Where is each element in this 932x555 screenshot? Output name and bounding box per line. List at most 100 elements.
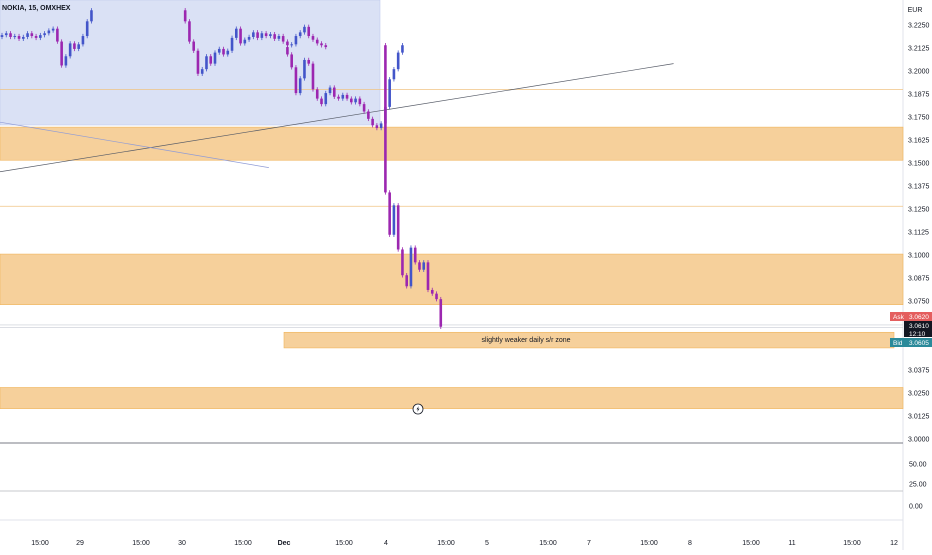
price-tick-label: 3.2000 [908, 69, 930, 76]
candle-body [426, 262, 430, 290]
time-tick-label: 15:00 [31, 540, 49, 547]
candle-body [226, 50, 230, 55]
trendline [0, 121, 269, 168]
candle-body [13, 36, 17, 38]
lightning-icon[interactable] [412, 403, 424, 415]
candle-body [60, 41, 63, 66]
time-tick-label: 15:00 [640, 540, 658, 547]
candle-body [273, 34, 276, 39]
time-tick-label: 12 [890, 540, 898, 547]
candle-body [388, 79, 391, 107]
trendline [0, 63, 674, 173]
candle-body [354, 98, 357, 103]
candle-body [401, 249, 404, 276]
candle-body [247, 36, 251, 40]
ask-value: 3.0620 [909, 314, 929, 321]
candle-body [30, 33, 34, 37]
time-tick-label: 15:00 [742, 540, 760, 547]
time-tick-label: 15:00 [132, 540, 150, 547]
candle-body [405, 275, 408, 287]
candle-body [81, 36, 85, 45]
price-tick-label: 3.1875 [908, 92, 930, 99]
candle-body [39, 35, 42, 38]
candle-body [264, 33, 268, 37]
time-tick-label: Dec [278, 540, 291, 547]
candle-body [85, 21, 89, 37]
candle-body [384, 45, 387, 193]
price-tick-label: 3.1375 [908, 184, 930, 191]
bid-label: Bid [893, 340, 903, 347]
candle-body [217, 48, 221, 53]
candle-body [188, 21, 191, 42]
candle-body [294, 67, 298, 94]
symbol-label[interactable]: NOKIA, 15, OMXHEX [2, 5, 71, 12]
candle-body [362, 104, 366, 112]
candle-body [0, 35, 4, 37]
time-tick-label: 5 [485, 540, 489, 547]
time-tick-label: 29 [76, 540, 84, 547]
candle-body [64, 56, 68, 66]
candle-body [358, 98, 362, 105]
candle-body [252, 32, 255, 37]
candle-body [332, 87, 336, 97]
candle-body [315, 89, 319, 99]
candle-body [281, 36, 285, 42]
candle-body [307, 26, 311, 37]
price-tick-label: 3.0000 [908, 437, 930, 444]
currency-label[interactable]: EUR [908, 7, 923, 14]
candle-body [298, 32, 302, 37]
price-axis[interactable] [903, 0, 932, 550]
candle-body [350, 98, 353, 103]
candle-body [396, 205, 400, 250]
price-tick-label: 3.0375 [908, 368, 930, 375]
candle-body [56, 28, 59, 42]
candle-body [311, 63, 315, 90]
candle-body [277, 36, 281, 39]
candle-body [294, 36, 298, 45]
candle-body [230, 37, 234, 51]
time-tick-label: 15:00 [539, 540, 557, 547]
candle-body [303, 59, 306, 79]
candle-body [256, 32, 259, 38]
candle-body [401, 45, 404, 53]
selection-rectangle[interactable] [0, 0, 381, 126]
sr-zone [0, 253, 904, 305]
candle-body [422, 262, 426, 270]
candle-body [68, 43, 72, 57]
candle-body [90, 10, 93, 22]
candle-body [379, 123, 383, 129]
candle-body [183, 10, 187, 22]
time-tick-label: 8 [688, 540, 692, 547]
candle-body [375, 125, 379, 129]
price-tick-label: 3.2250 [908, 23, 930, 30]
candle-body [341, 94, 345, 99]
time-tick-label: 4 [384, 540, 388, 547]
time-tick-label: 11 [788, 540, 795, 547]
candle-body [4, 33, 8, 36]
candle-body [286, 41, 289, 46]
ask-label: Ask [893, 314, 905, 321]
candle-body [235, 28, 238, 38]
price-tick-label: 3.0250 [908, 391, 930, 398]
sr-zone [0, 387, 904, 409]
indicator-tick-label: 25.00 [909, 482, 927, 489]
candle-body [337, 96, 340, 99]
candle-body [413, 247, 417, 263]
price-tick-label: 3.1000 [908, 253, 930, 260]
zone-annotation-label[interactable]: slightly weaker daily s/r zone [481, 337, 570, 344]
price-tick-label: 3.2125 [908, 46, 930, 53]
candle-body [320, 43, 323, 46]
time-tick-label: 7 [587, 540, 591, 547]
candle-body [324, 93, 328, 105]
candle-body [260, 33, 264, 38]
indicator-tick-label: 0.00 [909, 504, 923, 511]
candle-body [239, 28, 242, 44]
candle-body [43, 33, 46, 36]
candle-body [328, 87, 332, 94]
candle-body [9, 33, 12, 37]
candle-body [315, 39, 319, 44]
candle-body [307, 59, 311, 64]
bid-value: 3.0605 [909, 340, 929, 347]
bid-badge: Bid 3.0605 [890, 338, 932, 347]
